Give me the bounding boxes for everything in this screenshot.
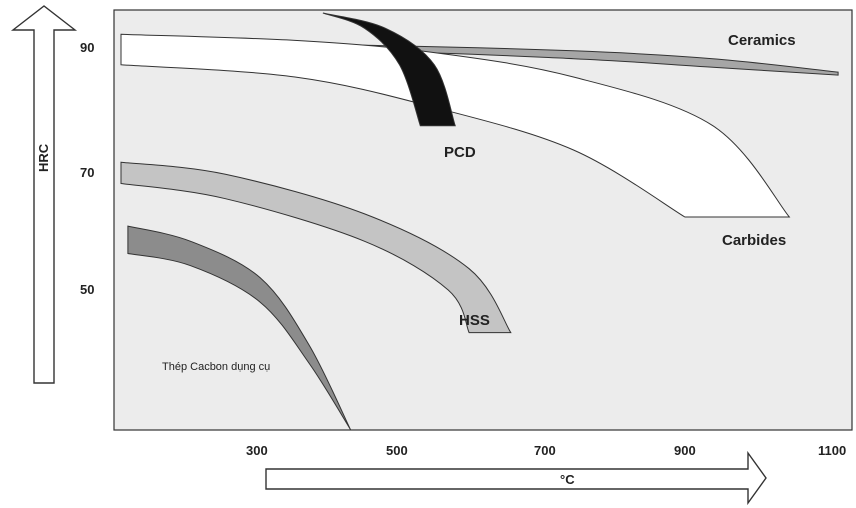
band-carbides <box>120 33 791 218</box>
y-tick-label: 50 <box>80 282 94 297</box>
y-tick-label: 70 <box>80 165 94 180</box>
y-axis-arrow: HRC <box>10 5 78 384</box>
label-carbides: Carbides <box>722 232 786 249</box>
label-steel: Thép Cacbon dụng cụ <box>162 361 270 373</box>
label-pcd: PCD <box>444 144 476 161</box>
x-tick-label: 500 <box>386 443 408 458</box>
x-arrow-icon <box>265 450 767 506</box>
band-th-p-cacbon-d-ng-c- <box>127 225 352 431</box>
x-ticks: 300 500 700 900 1100 <box>246 443 846 458</box>
y-tick-label: 90 <box>80 40 94 55</box>
x-axis-arrow: °C <box>265 450 767 506</box>
label-hss: HSS <box>459 312 490 329</box>
band-pcd <box>322 12 456 127</box>
x-tick-label: 1100 <box>818 443 846 458</box>
x-tick-label: 900 <box>674 443 696 458</box>
band-hss <box>120 161 512 334</box>
x-tick-label: 300 <box>246 443 268 458</box>
y-axis-label: HRC <box>36 143 51 172</box>
bands-layer <box>120 12 839 431</box>
x-axis-label: °C <box>560 472 575 487</box>
label-ceramics: Ceramics <box>728 32 796 49</box>
y-arrow-icon <box>10 5 78 384</box>
x-tick-label: 700 <box>534 443 556 458</box>
y-ticks: 90 70 50 <box>80 40 94 297</box>
